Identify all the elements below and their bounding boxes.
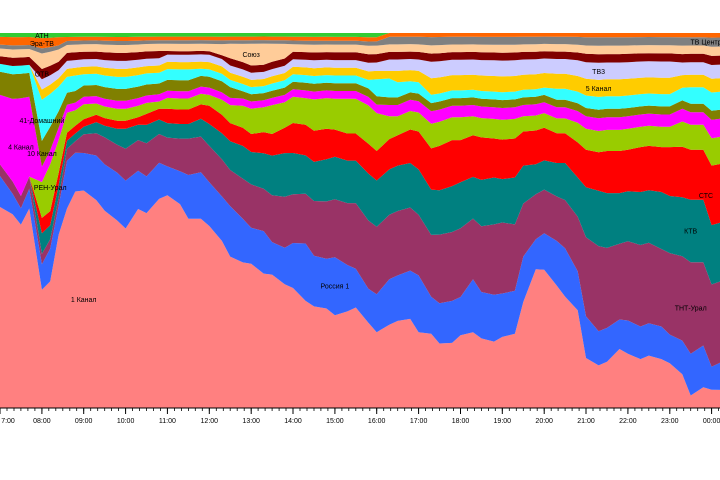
area-6 — [0, 86, 720, 196]
series-areas — [0, 33, 720, 408]
x-tick-label: 7:00 — [1, 418, 15, 425]
series-label: ТНТ-Урал — [675, 306, 707, 313]
series-label: АТН — [35, 33, 48, 40]
series-labels: 1 Канал Россия 1 ТНТ-Урал КТВ СТС РЕН-Урал 4 К… — [8, 33, 720, 312]
x-tick-label: 13:00 — [242, 418, 260, 425]
area-10 — [0, 54, 720, 90]
x-tick-label: 21:00 — [577, 418, 595, 425]
x-tick-label: 14:00 — [284, 418, 302, 425]
series-label: ТВ Центр — [691, 40, 720, 47]
area-13 — [0, 36, 720, 54]
series-label: 10 Канал — [27, 151, 57, 158]
x-tick-label: 15:00 — [326, 418, 344, 425]
x-tick-label: 12:00 — [201, 418, 219, 425]
area-7 — [0, 71, 720, 167]
area-3 — [0, 118, 720, 285]
area-12 — [0, 43, 720, 69]
series-label: Эра-ТВ — [30, 41, 54, 48]
x-tick-label: 19:00 — [494, 418, 512, 425]
series-label: Союз — [242, 52, 259, 59]
x-tick-label: 20:00 — [535, 418, 553, 425]
series-label: 41-Домашний — [19, 117, 64, 125]
area-1 — [0, 152, 720, 396]
series-label: РЕН-Урал — [34, 185, 67, 192]
x-tick-label: 09:00 — [75, 418, 93, 425]
series-label: 4 Канал — [8, 145, 34, 152]
series-label: Россия 1 — [321, 284, 350, 291]
x-tick-label: 16:00 — [368, 418, 386, 425]
area-2 — [0, 133, 720, 367]
series-label: 5 Канал — [586, 86, 612, 93]
series-label: КТВ — [684, 228, 697, 235]
x-tick-label: 22:00 — [619, 418, 637, 425]
area-5 — [0, 93, 720, 218]
x-tick-label: 18:00 — [452, 418, 470, 425]
series-label: ТВ3 — [592, 69, 605, 76]
x-tick-label: 17:00 — [410, 418, 428, 425]
area-0 — [0, 190, 720, 408]
x-tick-label: 10:00 — [117, 418, 135, 425]
x-axis: 7:00 08:00 09:00 10:00 11:00 12:00 13:00 14:00 1… — [0, 407, 720, 425]
area-14 — [0, 33, 720, 49]
series-label: 1 Канал — [71, 297, 97, 304]
area-15 — [0, 33, 720, 39]
series-label: СТС — [699, 193, 713, 200]
area-8 — [0, 63, 720, 141]
area-11 — [0, 50, 720, 80]
x-tick-label: 23:00 — [661, 418, 679, 425]
x-tick-label: 08:00 — [33, 418, 51, 425]
area-9 — [0, 61, 720, 100]
x-tick-label: 00:00 — [703, 418, 720, 425]
x-tick-label: 11:00 — [159, 418, 176, 425]
series-label: ОТВ — [35, 72, 50, 79]
area-4 — [0, 104, 720, 234]
